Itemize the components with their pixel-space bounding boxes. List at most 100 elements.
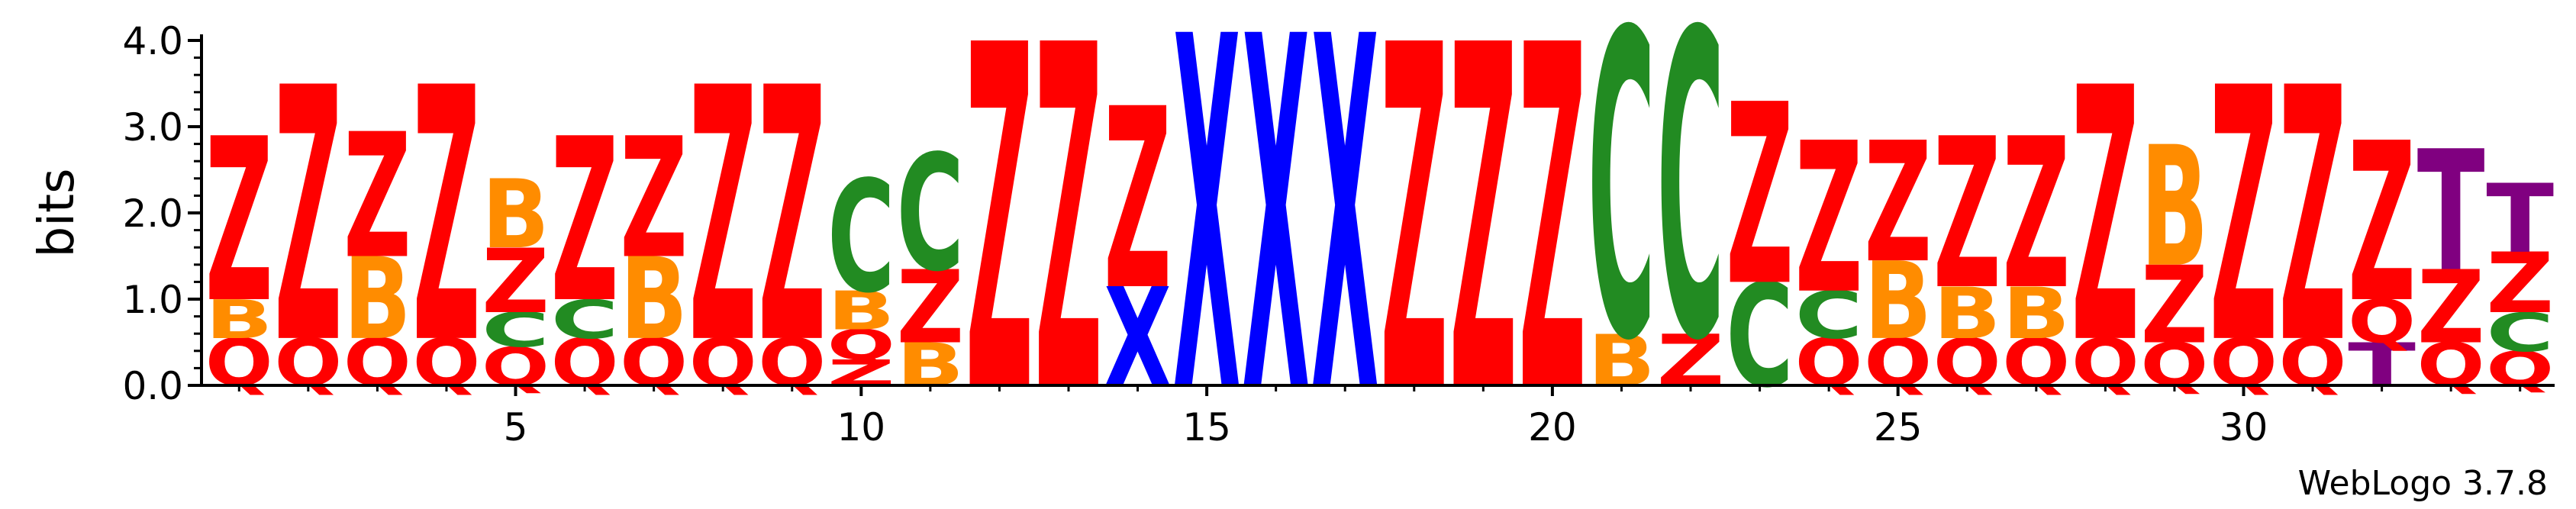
logo-letter-C: C <box>1588 0 1656 433</box>
logo-letter-Z: Z <box>896 249 964 366</box>
x-tick-label: 30 <box>2220 405 2268 449</box>
y-axis-label: bits <box>29 169 85 258</box>
logo-letter-Z: Z <box>343 97 411 297</box>
logo-letter-Z: Z <box>1726 52 1794 341</box>
y-tick-label: 0.0 <box>122 364 183 408</box>
logo-letter-Q: Q <box>827 321 895 369</box>
position-stack-2: QZ <box>274 14 342 420</box>
x-tick-label: 20 <box>1528 405 1577 449</box>
logo-letter-Z: Z <box>1104 56 1172 345</box>
position-stack-32: TQZ <box>2348 95 2416 399</box>
position-stack-31: QZ <box>2279 14 2347 420</box>
logo-letter-Z: Z <box>2279 14 2347 420</box>
position-stack-27: QBZ <box>2002 95 2070 401</box>
position-stack-33: QZT <box>2417 116 2485 399</box>
x-ticks: 5 10 15 20 25 30 <box>237 385 2522 449</box>
logo-letter-Z: Z <box>274 14 342 420</box>
logo-letter-Z: Z <box>1519 0 1587 498</box>
logo-letter-Z: Z <box>966 0 1033 498</box>
axes: 0.0 1.0 2.0 3.0 4.0 5 10 15 20 25 30 bits <box>29 19 2555 449</box>
logo-letter-Z: Z <box>1449 0 1517 498</box>
logo-letter-B: B <box>827 280 895 342</box>
position-stack-30: QZ <box>2210 14 2278 420</box>
position-stack-6: QCZ <box>551 92 619 401</box>
position-stack-24: QCZ <box>1795 98 1863 401</box>
y-tick-label: 3.0 <box>122 105 183 150</box>
logo-letter-Z: Z <box>2141 243 2209 368</box>
position-stack-18: Z <box>1380 0 1448 498</box>
logo-letter-T: T <box>2417 116 2485 308</box>
position-stack-9: QZ <box>758 14 826 420</box>
position-stack-25: QBZ <box>1864 106 1932 401</box>
logo-letter-Z: Z <box>620 101 688 295</box>
logo-letter-Z: Z <box>758 14 826 420</box>
logo-letter-C: C <box>1657 0 1725 433</box>
position-stack-22: ZC <box>1657 0 1725 433</box>
logo-letter-Z: Z <box>1035 0 1103 498</box>
x-tick-label: 10 <box>837 405 885 449</box>
position-stack-1: QBZ <box>205 92 273 401</box>
logo-letter-Z: Z <box>2210 14 2278 420</box>
logo-letter-B: B <box>1864 240 1932 364</box>
y-ticks: 0.0 1.0 2.0 3.0 4.0 <box>122 19 202 408</box>
logo-letter-X: X <box>1311 0 1379 500</box>
logo-letter-Z: Z <box>413 14 481 420</box>
logo-letter-B: B <box>482 160 550 270</box>
logo-letter-X: X <box>1104 260 1172 418</box>
logo-letter-C: C <box>2486 301 2554 363</box>
logo-letter-Z: Z <box>1933 95 2001 336</box>
logo-letter-B: B <box>1933 272 2001 355</box>
y-tick-label: 4.0 <box>122 19 183 63</box>
position-stack-12: Z <box>966 0 1033 498</box>
logo-letter-Z: Z <box>1864 106 1932 300</box>
position-stack-4: QZ <box>413 14 481 420</box>
logo-letter-X: X <box>1242 0 1310 500</box>
logo-letter-B: B <box>620 235 688 366</box>
position-stack-20: Z <box>1519 0 1587 498</box>
position-stack-17: X <box>1311 0 1379 500</box>
logo-letter-C: C <box>896 121 964 308</box>
position-stack-26: QBZ <box>1933 95 2001 401</box>
logo-letter-Z: Z <box>551 92 619 353</box>
position-stack-13: Z <box>1035 0 1103 498</box>
logo-letter-Z: Z <box>2348 95 2416 350</box>
position-stack-23: CZ <box>1726 52 1794 419</box>
logo-letter-Z: Z <box>1795 98 1863 340</box>
logo-letter-Z: Z <box>2417 249 2485 366</box>
logo-letter-Z: Z <box>482 230 550 333</box>
logo-letter-Q: Q <box>2348 288 2416 356</box>
position-stack-3: QBZ <box>343 97 411 401</box>
logo-letter-B: B <box>2141 111 2209 304</box>
position-stack-29: QZB <box>2141 111 2209 399</box>
position-stack-21: BC <box>1588 0 1656 433</box>
position-stack-19: Z <box>1449 0 1517 498</box>
logo-letter-Z: Z <box>689 14 757 420</box>
logo-letter-B: B <box>205 288 273 350</box>
logo-letter-Z: Z <box>2002 95 2070 336</box>
x-tick-label: 15 <box>1182 405 1231 449</box>
position-stack-8: QZ <box>689 14 757 420</box>
weblogo-credit: WebLogo 3.7.8 <box>2298 464 2548 503</box>
logo-letter-C: C <box>482 303 550 358</box>
position-stack-28: QZ <box>2071 14 2139 420</box>
logo-letter-C: C <box>1795 278 1863 353</box>
logo-letter-C: C <box>827 149 895 327</box>
logo-letter-Z: Z <box>2486 237 2554 333</box>
x-tick-label: 5 <box>504 405 528 449</box>
logo-letter-C: C <box>551 289 619 351</box>
position-stack-16: X <box>1242 0 1310 500</box>
position-stack-15: X <box>1173 0 1241 500</box>
logo-letter-T: T <box>2486 164 2554 274</box>
y-tick-label: 2.0 <box>122 192 183 236</box>
position-stack-11: BZC <box>896 121 964 400</box>
position-stack-14: XZ <box>1104 56 1172 418</box>
logo-letter-Z: Z <box>205 92 273 353</box>
logo-letter-X: X <box>1173 0 1241 500</box>
logo-letter-Z: Z <box>2071 14 2139 420</box>
y-tick-label: 1.0 <box>122 278 183 322</box>
